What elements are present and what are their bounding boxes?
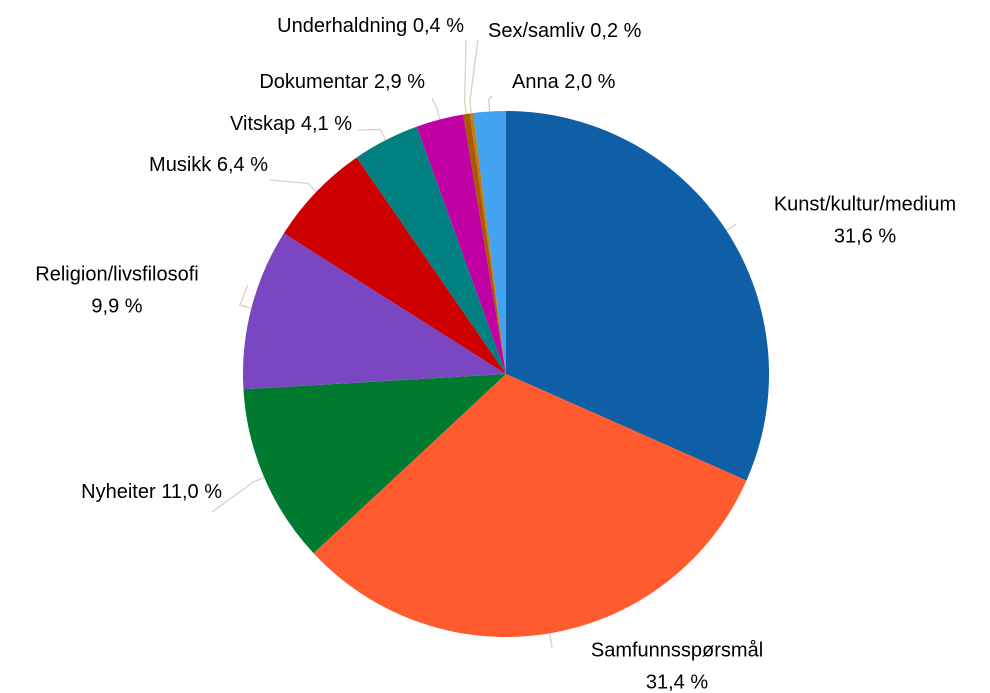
pie-slice: [473, 111, 506, 374]
slice-value-label: 4,1 %: [301, 113, 352, 135]
pie-slice: [506, 111, 770, 481]
leader-line: [469, 39, 479, 114]
leader-line: [488, 95, 493, 112]
slice-value-label: 2,0 %: [564, 71, 615, 93]
slice-value-label: 0,2 %: [590, 20, 641, 42]
pie-slice: [469, 113, 506, 375]
slice-label: Musikk 6,4 %: [149, 154, 268, 176]
slice-label: Underhaldning 0,4 %: [277, 15, 464, 37]
slice-label: Vitskap 4,1 %: [230, 113, 352, 135]
slice-value-label: 2,9 %: [374, 71, 425, 93]
leader-line: [463, 39, 468, 115]
slice-name: Sex/samliv: [488, 20, 585, 42]
leader-line: [357, 128, 387, 141]
pie-slice: [243, 233, 507, 390]
slice-value-label: 11,0 %: [161, 481, 222, 503]
leader-line: [548, 633, 553, 649]
pie-slice: [356, 126, 506, 374]
slice-name: Nyheiter: [81, 481, 156, 503]
leader-line: [726, 223, 737, 232]
slice-label: Religion/livsfilosofi: [35, 263, 198, 285]
leader-line: [269, 179, 317, 193]
slice-value-label: 0,4 %: [413, 15, 464, 37]
slice-name: Vitskap: [230, 113, 295, 135]
pie-slice: [463, 113, 506, 374]
slice-name: Dokumentar: [259, 71, 368, 93]
pie-slice: [416, 114, 506, 374]
slice-label: Anna 2,0 %: [512, 71, 616, 93]
slice-label: Kunst/kultur/medium: [774, 193, 956, 215]
slice-name: Anna: [512, 71, 560, 93]
slice-value-label: 9,9 %: [91, 295, 142, 317]
slice-value-label: 31,6 %: [834, 225, 896, 247]
slice-name: Underhaldning: [277, 15, 407, 37]
pie-slice: [313, 374, 747, 638]
slice-label: Nyheiter 11,0 %: [81, 481, 222, 503]
pie-slice: [283, 157, 506, 374]
leader-line: [211, 476, 265, 513]
slice-value-label: 31,4 %: [646, 671, 708, 693]
leader-line: [431, 97, 441, 120]
slice-label: Samfunnsspørsmål: [591, 639, 763, 661]
slice-name: Musikk: [149, 154, 212, 176]
pie-slice: [243, 374, 507, 554]
slice-label: Sex/samliv 0,2 %: [488, 20, 642, 42]
slice-label: Dokumentar 2,9 %: [259, 71, 425, 93]
slice-value-label: 6,4 %: [217, 154, 268, 176]
leader-line: [238, 284, 252, 309]
